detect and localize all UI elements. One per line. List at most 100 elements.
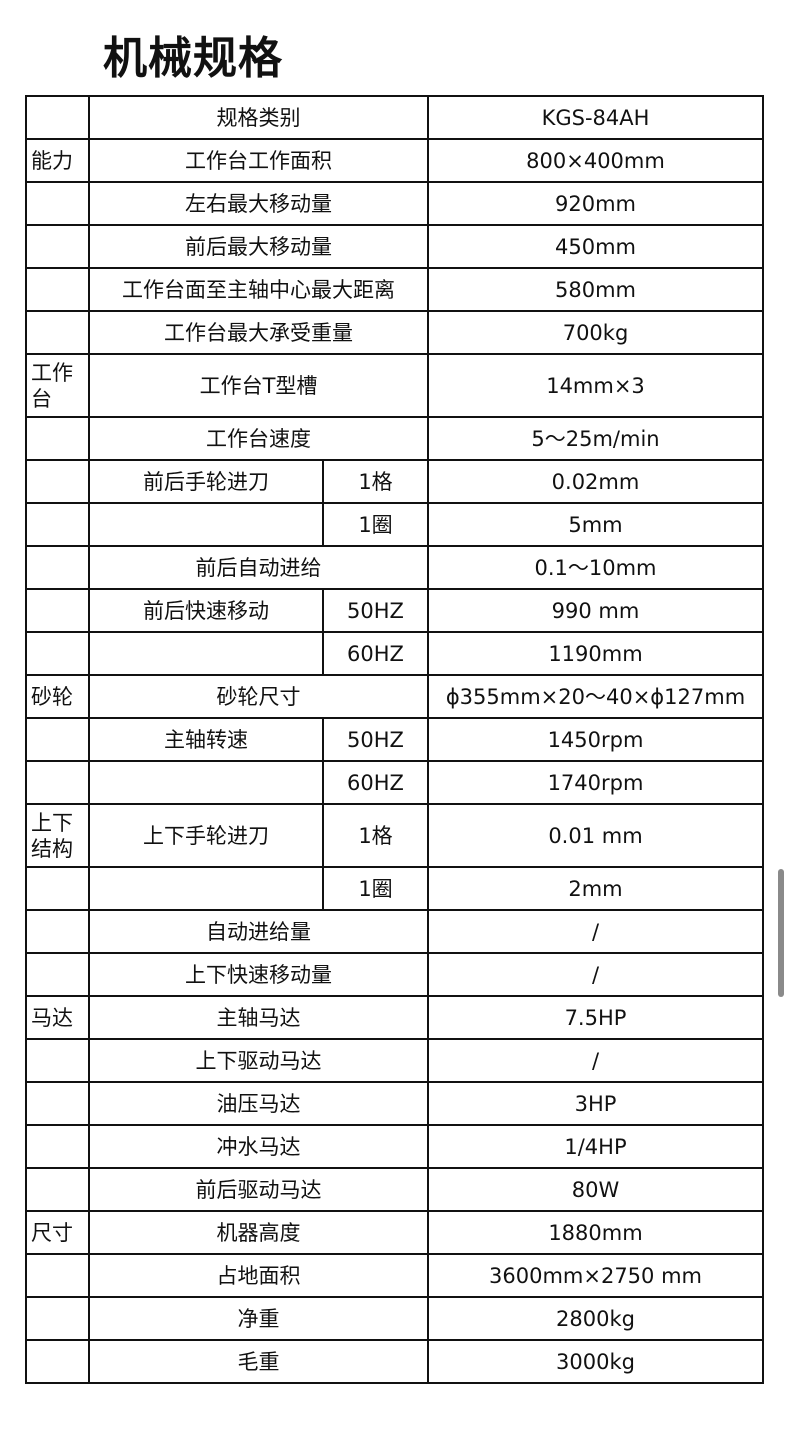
spec-value-cell: 450mm (427, 224, 764, 269)
category-cell: 砂轮 (25, 674, 90, 719)
spec-value-cell: 2800kg (427, 1296, 764, 1341)
category-cell (25, 1339, 90, 1384)
category-cell (25, 267, 90, 312)
category-cell (25, 1124, 90, 1169)
table-row: 规格类别 KGS-84AH (25, 95, 764, 140)
table-row: 油压马达 3HP (25, 1081, 764, 1126)
category-cell: 上下结构 (25, 803, 90, 868)
spec-name-cell: 前后驱动马达 (88, 1167, 429, 1212)
spec-name-cell: 毛重 (88, 1339, 429, 1384)
spec-name-cell: 上下快速移动量 (88, 952, 429, 997)
category-cell (25, 717, 90, 762)
spec-value-cell: / (427, 952, 764, 997)
spec-name-cell: 前后手轮进刀 (88, 459, 324, 504)
table-row: 占地面积 3600mm×2750 mm (25, 1253, 764, 1298)
spec-value-cell: ϕ355mm×20～40×ϕ127mm (427, 674, 764, 719)
category-cell (25, 95, 90, 140)
table-row: 尺寸 机器高度 1880mm (25, 1210, 764, 1255)
table-row: 1圈 5mm (25, 502, 764, 547)
table-row: 前后手轮进刀 1格 0.02mm (25, 459, 764, 504)
category-cell (25, 310, 90, 355)
spec-name-cell: 自动进给量 (88, 909, 429, 954)
table-row: 自动进给量 / (25, 909, 764, 954)
category-cell (25, 545, 90, 590)
category-cell (25, 631, 90, 676)
category-cell (25, 1038, 90, 1083)
spec-sub-cell: 1格 (322, 803, 429, 868)
spec-name-cell: 工作台面至主轴中心最大距离 (88, 267, 429, 312)
spec-value-cell: 1880mm (427, 1210, 764, 1255)
category-cell (25, 1081, 90, 1126)
spec-value-cell: 1450rpm (427, 717, 764, 762)
spec-value-cell: / (427, 1038, 764, 1083)
spec-value-cell: 1740rpm (427, 760, 764, 805)
table-row: 净重 2800kg (25, 1296, 764, 1341)
table-row: 能力 工作台工作面积 800×400mm (25, 138, 764, 183)
spec-value-cell: 700kg (427, 310, 764, 355)
table-row: 上下驱动马达 / (25, 1038, 764, 1083)
category-cell (25, 181, 90, 226)
spec-value-cell: 5～25m/min (427, 416, 764, 461)
spec-sub-cell: 1圈 (322, 866, 429, 911)
spec-name-cell: 工作台T型槽 (88, 353, 429, 418)
category-cell (25, 502, 90, 547)
spec-value-cell: 800×400mm (427, 138, 764, 183)
category-cell: 尺寸 (25, 1210, 90, 1255)
category-cell (25, 1167, 90, 1212)
spec-value-cell: 0.1～10mm (427, 545, 764, 590)
spec-name-cell: 前后最大移动量 (88, 224, 429, 269)
table-row: 冲水马达 1/4HP (25, 1124, 764, 1169)
spec-name-cell (88, 502, 324, 547)
spec-name-cell: 规格类别 (88, 95, 429, 140)
spec-value-cell: 14mm×3 (427, 353, 764, 418)
table-row: 前后驱动马达 80W (25, 1167, 764, 1212)
spec-name-cell: 工作台速度 (88, 416, 429, 461)
category-cell (25, 909, 90, 954)
table-row: 砂轮 砂轮尺寸 ϕ355mm×20～40×ϕ127mm (25, 674, 764, 719)
spec-name-cell: 前后自动进给 (88, 545, 429, 590)
spec-name-cell (88, 866, 324, 911)
spec-value-cell: 920mm (427, 181, 764, 226)
spec-sub-cell: 50HZ (322, 717, 429, 762)
spec-sub-cell: 50HZ (322, 588, 429, 633)
category-cell: 能力 (25, 138, 90, 183)
category-cell: 马达 (25, 995, 90, 1040)
spec-name-cell: 主轴马达 (88, 995, 429, 1040)
spec-name-cell (88, 760, 324, 805)
category-cell (25, 416, 90, 461)
category-cell (25, 588, 90, 633)
spec-name-cell: 占地面积 (88, 1253, 429, 1298)
table-row: 马达 主轴马达 7.5HP (25, 995, 764, 1040)
spec-value-cell: 1190mm (427, 631, 764, 676)
category-cell: 工作台 (25, 353, 90, 418)
table-row: 工作台速度 5～25m/min (25, 416, 764, 461)
spec-value-cell: 0.02mm (427, 459, 764, 504)
spec-name-cell: 前后快速移动 (88, 588, 324, 633)
spec-name-cell: 机器高度 (88, 1210, 429, 1255)
table-row: 前后快速移动 50HZ 990 mm (25, 588, 764, 633)
spec-name-cell: 主轴转速 (88, 717, 324, 762)
spec-value-cell: 3600mm×2750 mm (427, 1253, 764, 1298)
spec-value-cell: 1/4HP (427, 1124, 764, 1169)
spec-name-cell: 左右最大移动量 (88, 181, 429, 226)
table-row: 主轴转速 50HZ 1450rpm (25, 717, 764, 762)
category-cell (25, 952, 90, 997)
table-row: 60HZ 1740rpm (25, 760, 764, 805)
scrollbar[interactable] (778, 869, 784, 997)
page-title: 机械规格 (103, 33, 283, 84)
spec-value-cell: 580mm (427, 267, 764, 312)
spec-name-cell: 油压马达 (88, 1081, 429, 1126)
table-row: 工作台 工作台T型槽 14mm×3 (25, 353, 764, 418)
spec-name-cell: 冲水马达 (88, 1124, 429, 1169)
table-row: 毛重 3000kg (25, 1339, 764, 1384)
spec-sub-cell: 1格 (322, 459, 429, 504)
spec-sub-cell: 60HZ (322, 760, 429, 805)
table-row: 60HZ 1190mm (25, 631, 764, 676)
category-cell (25, 459, 90, 504)
spec-value-cell: 0.01 mm (427, 803, 764, 868)
table-row: 上下快速移动量 / (25, 952, 764, 997)
category-cell (25, 866, 90, 911)
table-row: 工作台面至主轴中心最大距离 580mm (25, 267, 764, 312)
spec-value-cell: 80W (427, 1167, 764, 1212)
spec-value-cell: 3HP (427, 1081, 764, 1126)
